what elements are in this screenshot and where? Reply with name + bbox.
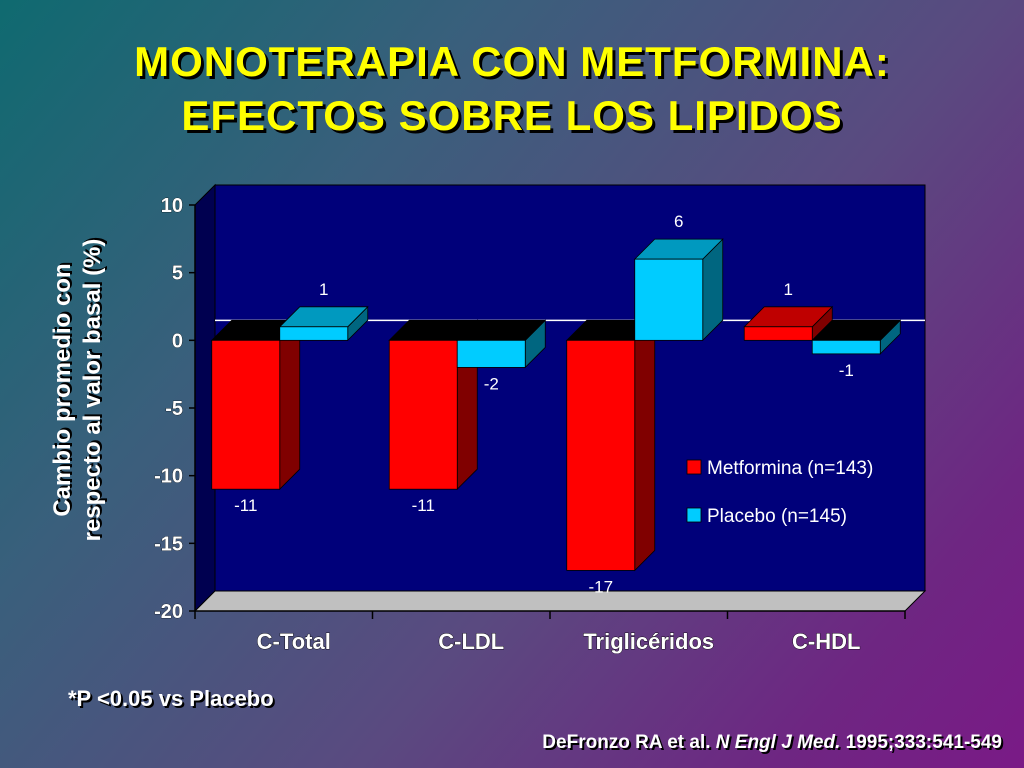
legend-label-metformina: Metformina (n=143) [707,458,873,479]
bar-placebo-0-front [279,326,349,341]
bar-metformina-2 [565,319,656,572]
bar-metformina-3 [743,305,834,342]
bar-placebo-1 [456,319,547,369]
x-tick-label: C-Total [257,629,331,654]
legend-swatch-metformina [686,459,702,475]
y-tick-label: 10 [161,195,183,217]
x-tick-label: C-LDL [438,629,504,654]
data-label: 1 [319,280,328,299]
x-tick-label: C-HDL [792,629,860,654]
data-label: -11 [234,496,257,515]
bar-placebo-0 [278,305,369,342]
bar-metformina-0-front [211,339,281,490]
bar-metformina-1-front [388,339,458,490]
slide-title-line-1: MONOTERAPIA CON METFORMINA: [134,38,890,85]
bar-placebo-1-front [456,339,526,368]
y-tick-label: 5 [172,263,183,285]
x-tick-label: Triglicéridos [583,629,714,654]
citation-authors: DeFronzo RA et al. [542,732,711,753]
bar-metformina-2-side [634,319,656,572]
bar-metformina-2-front [566,339,636,571]
y-axis-label-line-2: respecto al valor basal (%) [79,238,106,542]
bar-placebo-3 [811,319,902,355]
citation-ref: 1995;333:541-549 [845,732,1002,753]
legend-swatch-placebo [686,507,702,523]
y-axis-label-line-1: Cambio promedio con [49,263,76,517]
bar-placebo-2 [633,238,724,342]
plot-floor [193,590,927,612]
significance-footnote: *P <0.05 vs Placebo [68,686,274,711]
bar-placebo-2-front [634,258,704,341]
data-label: -1 [839,361,854,380]
citation: DeFronzo RA et al. N Engl J Med. 1995;33… [542,732,1002,754]
bar-placebo-3-front [811,339,881,355]
slide-title-line-2: EFECTOS SOBRE LOS LIPIDOS [181,92,843,139]
y-tick-label: -5 [165,398,183,420]
legend-label-placebo: Placebo (n=145) [707,506,847,527]
citation-journal: N Engl J Med. [715,732,841,753]
data-label: 1 [784,280,793,299]
data-label: -11 [412,496,435,515]
y-tick-label: -10 [154,466,183,488]
y-tick-label: -20 [154,601,183,623]
data-label: -17 [588,577,613,596]
y-tick-label: 0 [172,330,183,352]
data-label: -2 [484,374,499,393]
bar-metformina-0 [210,319,301,491]
bar-metformina-3-front [743,326,813,341]
y-tick-label: -15 [154,533,183,555]
data-label: 6 [674,212,683,231]
bar-metformina-0-side [279,319,301,491]
